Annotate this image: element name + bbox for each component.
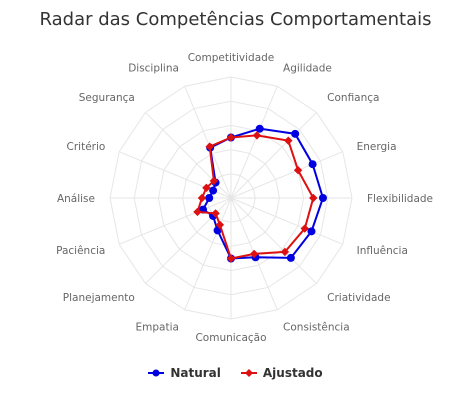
category-label: Paciência xyxy=(56,245,105,257)
data-point xyxy=(284,136,293,145)
data-point xyxy=(252,131,262,140)
category-label: Empatia xyxy=(136,322,179,334)
category-label: Disciplina xyxy=(128,62,179,74)
data-point xyxy=(308,160,317,169)
series-layer xyxy=(193,124,327,263)
legend-swatch xyxy=(148,369,165,377)
data-point xyxy=(291,129,300,138)
data-point xyxy=(226,133,236,142)
category-label: Competitividade xyxy=(188,52,275,64)
category-label: Agilidade xyxy=(283,62,332,74)
category-label: Criatividade xyxy=(327,292,390,304)
data-point xyxy=(211,209,220,218)
data-point xyxy=(286,253,295,262)
grid-spoke xyxy=(230,112,317,199)
category-labels: Competitividade Agilidade Confiança Energia… xyxy=(56,52,433,344)
grid-spoke xyxy=(184,197,232,310)
category-label: Energia xyxy=(357,141,397,153)
data-point xyxy=(197,193,207,203)
grid-spoke xyxy=(119,197,232,245)
grid-spoke xyxy=(184,86,232,199)
data-point xyxy=(205,194,214,202)
legend-label: Natural xyxy=(170,366,221,380)
category-label: Planejamento xyxy=(63,292,135,304)
category-label: Critério xyxy=(67,141,106,153)
grid-spoke xyxy=(230,151,343,199)
grid-spoke xyxy=(230,197,317,284)
legend-swatch xyxy=(240,369,257,377)
data-point xyxy=(293,166,303,175)
legend-label: Ajustado xyxy=(262,366,323,380)
data-point xyxy=(249,249,259,259)
data-point xyxy=(307,227,316,236)
data-point xyxy=(202,183,211,193)
category-label: Consistência xyxy=(283,322,350,334)
series-natural xyxy=(199,124,327,263)
category-label: Influência xyxy=(357,245,408,257)
data-point xyxy=(215,220,225,230)
legend-item-ajustado[interactable]: Ajustado xyxy=(240,366,323,380)
data-point xyxy=(205,142,214,151)
data-point xyxy=(209,176,219,186)
data-point xyxy=(309,193,318,203)
data-point xyxy=(193,207,202,217)
category-label: Confiança xyxy=(327,92,379,104)
data-point xyxy=(209,186,218,195)
chart-title: Radar das Competências Comportamentais xyxy=(39,9,432,30)
category-label: Segurança xyxy=(79,92,135,104)
data-point xyxy=(226,254,236,263)
category-label: Comunicação xyxy=(195,332,266,344)
grid-spoke xyxy=(230,197,343,245)
legend-item-natural[interactable]: Natural xyxy=(148,366,221,380)
series-ajustado xyxy=(193,131,318,263)
data-point xyxy=(300,224,309,233)
legend: Natural Ajustado xyxy=(0,366,471,380)
data-point xyxy=(318,194,327,202)
grid-spoke xyxy=(230,86,278,199)
data-point xyxy=(255,124,264,133)
radar-grid xyxy=(109,76,353,320)
data-point xyxy=(280,247,290,257)
category-label: Análise xyxy=(57,193,95,205)
grid-spoke xyxy=(145,197,232,284)
category-label: Flexibilidade xyxy=(367,193,433,205)
